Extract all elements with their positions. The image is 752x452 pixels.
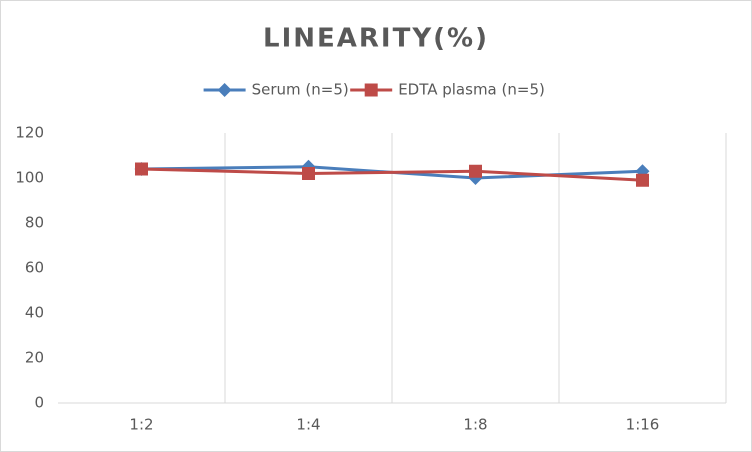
chart-title: LINEARITY(%) — [263, 24, 489, 54]
x-tick-label: 1:2 — [129, 416, 153, 434]
data-point — [302, 167, 315, 180]
series-line — [141, 167, 643, 182]
y-tick-label: 120 — [15, 124, 44, 142]
data-point — [636, 173, 649, 187]
data-point — [135, 162, 148, 176]
x-tick-label: 1:8 — [463, 416, 487, 434]
y-tick-label: 40 — [25, 304, 44, 322]
legend-label: EDTA plasma (n=5) — [398, 81, 545, 99]
x-tick-label: 1:16 — [626, 416, 660, 434]
x-tick-label: 1:4 — [296, 416, 320, 434]
legend-marker — [364, 83, 378, 97]
y-tick-label: 80 — [25, 214, 44, 232]
y-tick-label: 60 — [25, 259, 44, 277]
y-tick-label: 100 — [15, 169, 44, 187]
y-tick-label: 20 — [25, 349, 44, 367]
y-tick-label: 0 — [34, 394, 44, 412]
data-point — [469, 164, 482, 178]
legend-label: Serum (n=5) — [252, 81, 349, 99]
legend-marker — [217, 83, 232, 97]
